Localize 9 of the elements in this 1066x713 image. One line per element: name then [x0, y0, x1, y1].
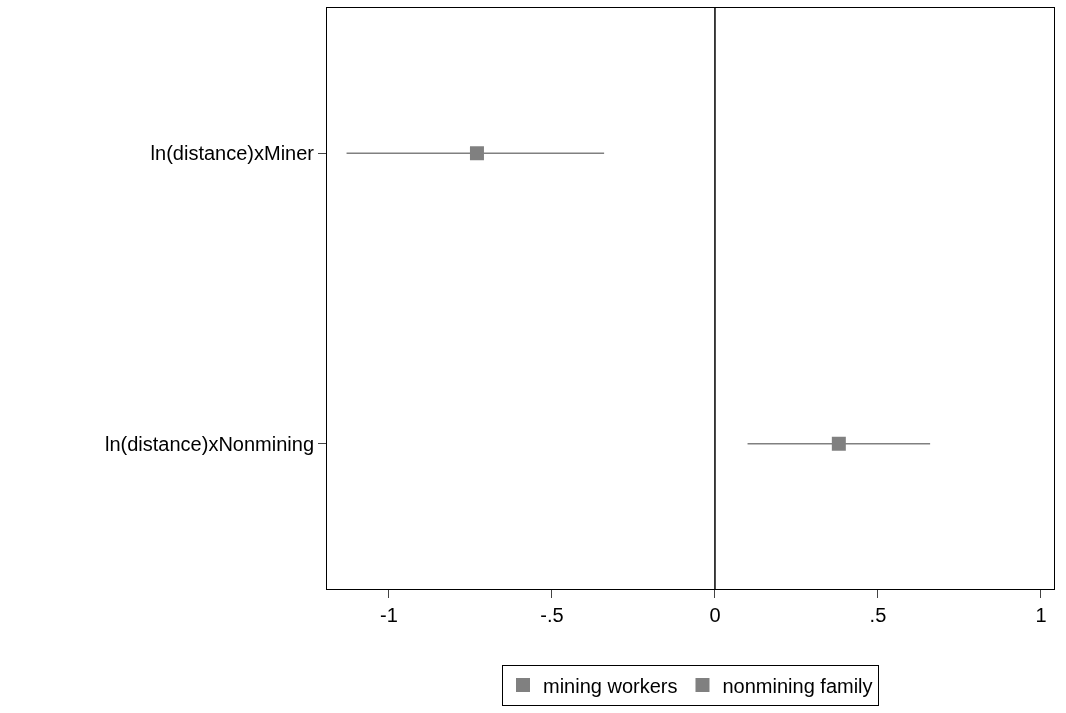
y-tick-label: ln(distance)xMiner	[150, 142, 315, 165]
x-tick-label: -.5	[540, 604, 564, 626]
x-tick-label: 1	[1035, 604, 1047, 626]
x-tick-label: .5	[869, 604, 887, 626]
x-tick-label: 0	[709, 604, 721, 626]
legend-label: nonmining family	[722, 674, 873, 697]
y-tick-label: ln(distance)xNonmining	[105, 432, 314, 455]
legend-label: mining workers	[543, 674, 678, 697]
x-tick-label: -1	[380, 604, 398, 626]
